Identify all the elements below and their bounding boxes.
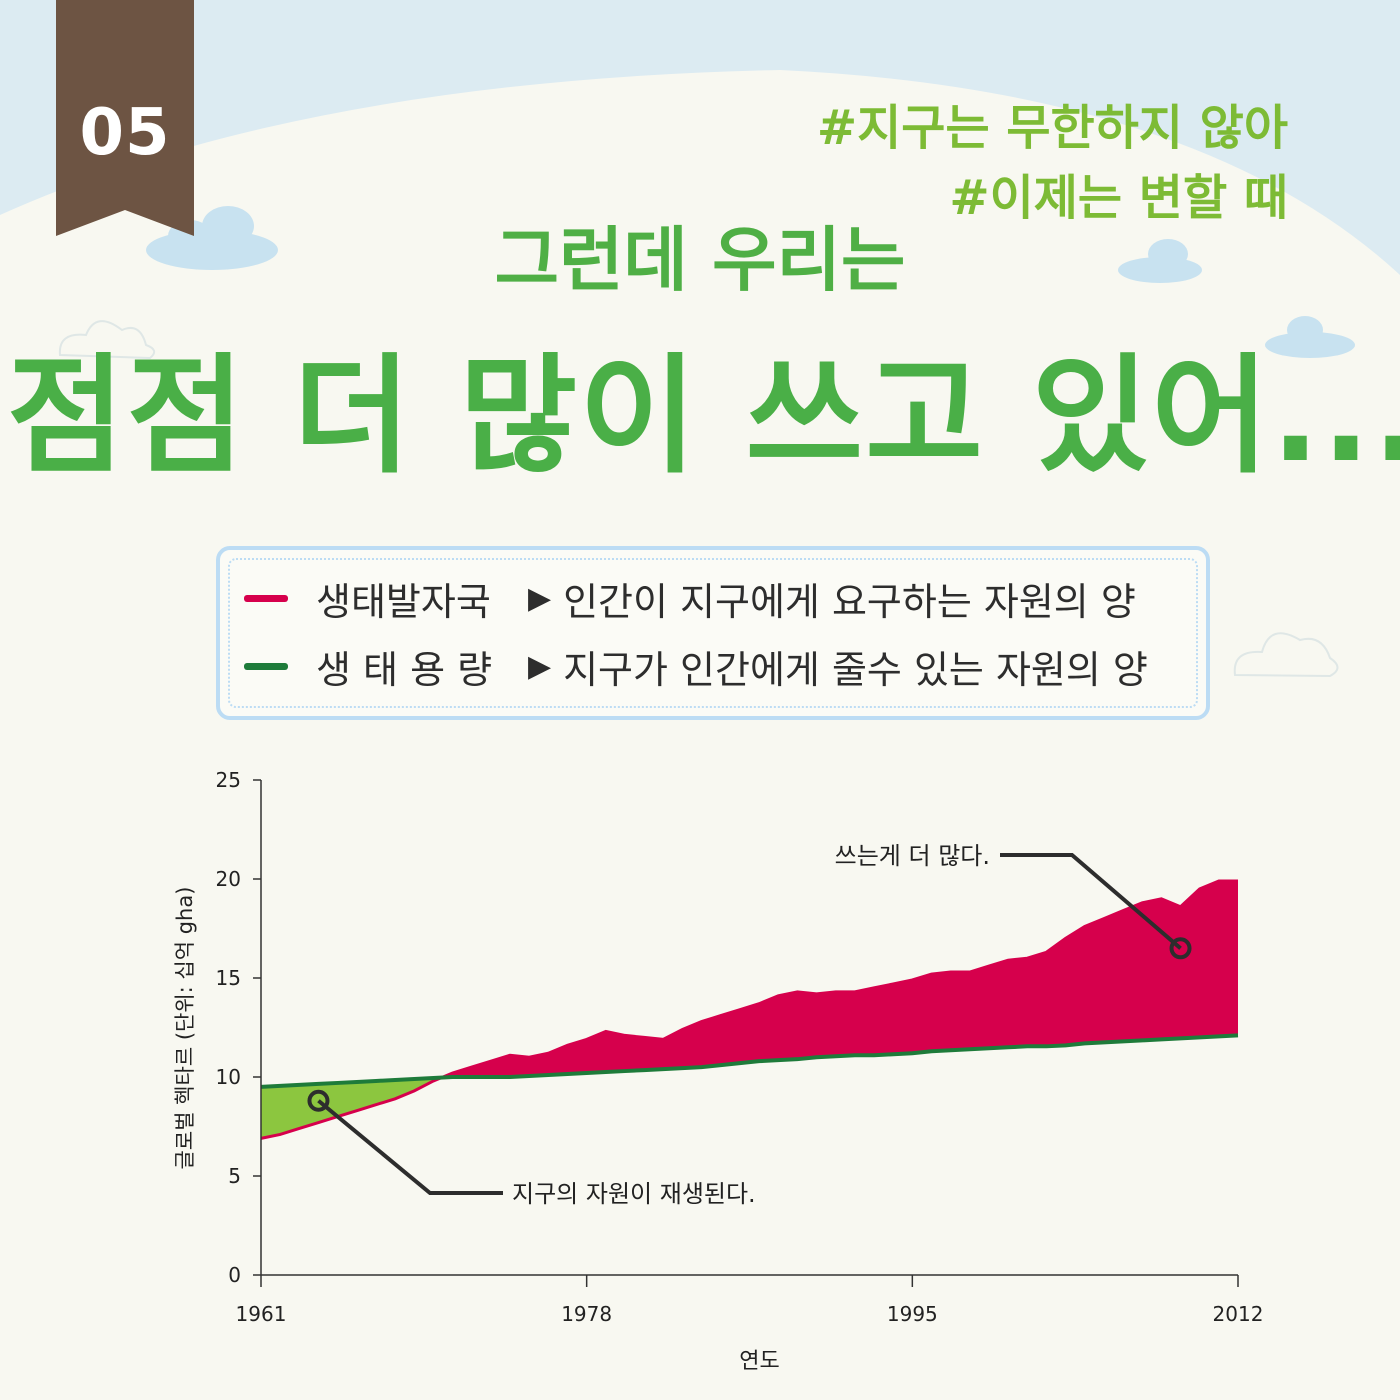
callout-marker — [307, 1089, 330, 1112]
footprint-line — [260, 879, 1238, 1140]
legend-swatch — [244, 662, 288, 670]
cloud-icon — [1265, 316, 1355, 358]
callout-line — [1000, 853, 1182, 950]
annotation-label: 쓰는게 더 많다. — [835, 842, 990, 870]
cloud-icon — [1118, 239, 1202, 283]
y-axis-label: 글로벌 헥타르 (단위: 십억 gha) — [173, 887, 197, 1170]
y-tick-label: 20 — [216, 867, 241, 891]
x-tick-label: 2012 — [1213, 1302, 1264, 1326]
y-tick-label: 25 — [216, 768, 241, 792]
reserve-area — [261, 1077, 442, 1139]
hashtag: #지구는 무한하지 않아 — [816, 100, 1288, 156]
cloud-outline-icon — [58, 320, 1339, 678]
subtitle: 그런데 우리는 — [494, 219, 906, 301]
x-axis-label: 연도 — [739, 1349, 779, 1374]
legend-item-footprint: 생태발자국 ▶ 인간이 지구에게 요구하는 자원의 양 — [244, 570, 1136, 626]
hashtag: #이제는 변할 때 — [949, 170, 1288, 226]
y-tick-label: 15 — [216, 966, 241, 990]
callout-line — [317, 1099, 503, 1195]
biocapacity-line — [260, 1033, 1239, 1089]
y-tick-label: 5 — [228, 1164, 241, 1188]
x-tick-label: 1995 — [887, 1302, 938, 1326]
legend: 생태발자국 ▶ 인간이 지구에게 요구하는 자원의 양 생 태 용 량 ▶ 지구… — [216, 546, 1210, 720]
page-title: 점점 더 많이 쓰고 있어... — [7, 342, 1400, 491]
legend-swatch — [244, 594, 288, 602]
y-tick-label: 10 — [216, 1065, 241, 1089]
triangle-right-icon: ▶ — [528, 648, 552, 684]
step-badge — [56, 0, 194, 236]
callout-marker — [1169, 937, 1192, 960]
step-number: 05 — [79, 96, 171, 170]
x-tick-label: 1961 — [236, 1302, 287, 1326]
legend-item-biocapacity: 생 태 용 량 ▶ 지구가 인간에게 줄수 있는 자원의 양 — [244, 638, 1148, 694]
y-tick-label: 0 — [228, 1263, 241, 1287]
triangle-right-icon: ▶ — [528, 580, 552, 616]
legend-desc: 지구가 인간에게 줄수 있는 자원의 양 — [563, 647, 1148, 692]
deficit-area — [441, 880, 1239, 1078]
legend-name: 생태발자국 — [316, 579, 491, 624]
legend-name: 생 태 용 량 — [316, 647, 493, 692]
legend-desc: 인간이 지구에게 요구하는 자원의 양 — [563, 579, 1136, 624]
x-tick-label: 1978 — [561, 1302, 612, 1326]
annotation-label: 지구의 자원이 재생된다. — [512, 1180, 756, 1208]
legend-dotted-border — [228, 558, 1198, 708]
